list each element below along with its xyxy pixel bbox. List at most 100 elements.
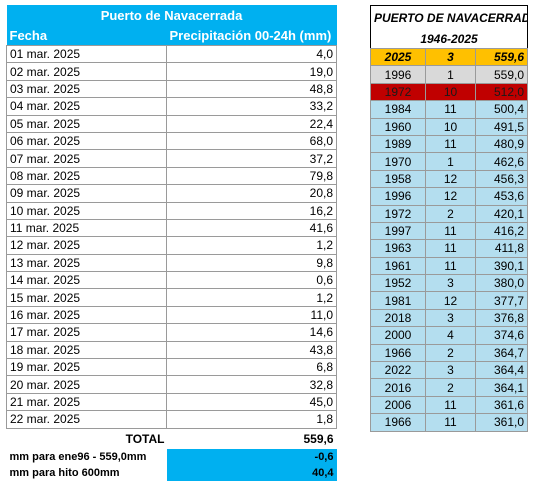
date-cell: 06 mar. 2025 <box>6 131 167 151</box>
value-cell: 380,0 <box>474 274 529 293</box>
ranking-subtitle-row: 1946-2025 <box>371 30 528 49</box>
value-cell: 462,6 <box>474 152 529 171</box>
month-cell: 1 <box>425 65 476 84</box>
table-row: 07 mar. 2025 37,2 <box>6 149 337 168</box>
month-cell: 2 <box>425 343 476 363</box>
month-cell: 12 <box>425 291 476 310</box>
ranking-row: 1981 12 377,7 <box>370 291 529 310</box>
value-cell: 376,8 <box>474 308 529 328</box>
ranking-row: 1972 10 512,0 <box>370 82 529 102</box>
year-cell: 2022 <box>370 361 426 380</box>
value-cell: 361,0 <box>474 413 529 432</box>
date-cell: 12 mar. 2025 <box>6 236 167 255</box>
current-year: 2025 <box>370 47 426 67</box>
table-row: 06 mar. 2025 68,0 <box>6 131 337 151</box>
ranking-row: 1963 11 411,8 <box>370 239 529 258</box>
ranking-row: 1952 3 380,0 <box>370 274 529 293</box>
date-cell: 16 mar. 2025 <box>6 305 167 325</box>
date-cell: 18 mar. 2025 <box>6 340 167 360</box>
year-cell: 1961 <box>370 256 426 276</box>
ranking-title: PUERTO DE NAVACERRADA <box>374 11 528 25</box>
table-row: 20 mar. 2025 32,8 <box>6 375 337 394</box>
month-cell: 3 <box>425 361 476 380</box>
value-cell: 559,0 <box>474 65 529 84</box>
ranking-row: 2006 11 361,6 <box>370 395 529 415</box>
month-cell: 1 <box>425 152 476 171</box>
ranking-title-row: PUERTO DE NAVACERRADA <box>371 6 528 31</box>
date-cell: 13 mar. 2025 <box>6 253 167 273</box>
date-cell: 15 mar. 2025 <box>6 288 167 307</box>
date-cell: 09 mar. 2025 <box>6 184 167 203</box>
month-cell: 11 <box>425 100 476 119</box>
date-cell: 01 mar. 2025 <box>6 44 167 64</box>
year-cell: 2016 <box>370 378 426 397</box>
month-cell: 11 <box>425 134 476 154</box>
date-cell: 21 mar. 2025 <box>6 392 167 412</box>
ranking-table-panel: PUERTO DE NAVACERRADA 1946-2025 2025 3 5… <box>370 5 529 432</box>
date-cell: 22 mar. 2025 <box>6 410 167 429</box>
month-cell: 2 <box>425 204 476 223</box>
summary-row-hito: mm para hito 600mm 40,4 <box>7 464 337 481</box>
ranking-period: 1946-2025 <box>420 32 478 46</box>
total-row: TOTAL 559,6 <box>7 428 337 449</box>
precip-cell: 19,0 <box>166 62 337 81</box>
ranking-table: PUERTO DE NAVACERRADA 1946-2025 2025 3 5… <box>370 5 529 432</box>
value-cell: 374,6 <box>474 326 529 345</box>
year-cell: 1960 <box>370 117 426 136</box>
precip-column-header: Precipitación 00-24h (mm) <box>166 27 337 46</box>
date-cell: 17 mar. 2025 <box>6 323 167 342</box>
year-cell: 1984 <box>370 100 426 119</box>
ranking-row: 2022 3 364,4 <box>370 361 529 380</box>
ranking-row: 1966 2 364,7 <box>370 343 529 363</box>
precip-cell: 1,2 <box>166 288 337 307</box>
value-cell: 364,1 <box>474 378 529 397</box>
date-cell: 05 mar. 2025 <box>6 114 167 133</box>
value-cell: 512,0 <box>474 82 529 102</box>
date-cell: 19 mar. 2025 <box>6 358 167 377</box>
table-row: 10 mar. 2025 16,2 <box>6 201 337 220</box>
ranking-row: 2000 4 374,6 <box>370 326 529 345</box>
year-cell: 1963 <box>370 239 426 258</box>
value-cell: 416,2 <box>474 221 529 241</box>
precip-cell: 43,8 <box>166 340 337 360</box>
month-cell: 11 <box>425 239 476 258</box>
table-row: 11 mar. 2025 41,6 <box>6 218 337 238</box>
month-cell: 3 <box>425 308 476 328</box>
date-cell: 02 mar. 2025 <box>6 62 167 81</box>
summary-value: 40,4 <box>166 464 337 481</box>
date-cell: 03 mar. 2025 <box>6 79 167 99</box>
month-cell: 10 <box>425 82 476 102</box>
table-row: 17 mar. 2025 14,6 <box>6 323 337 342</box>
month-cell: 4 <box>425 326 476 345</box>
precip-cell: 68,0 <box>166 131 337 151</box>
summary-row-ene96: mm para ene96 - 559,0mm -0,6 <box>7 448 337 465</box>
ranking-row: 1958 12 456,3 <box>370 169 529 189</box>
year-cell: 1996 <box>370 187 426 206</box>
precip-cell: 0,6 <box>166 271 337 290</box>
value-cell: 480,9 <box>474 134 529 154</box>
year-cell: 1996 <box>370 65 426 84</box>
year-cell: 1952 <box>370 274 426 293</box>
month-cell: 11 <box>425 413 476 432</box>
ranking-row: 1970 1 462,6 <box>370 152 529 171</box>
summary-label: mm para ene96 - 559,0mm <box>9 450 147 463</box>
month-cell: 11 <box>425 256 476 276</box>
value-cell: 456,3 <box>474 169 529 189</box>
precip-cell: 22,4 <box>166 114 337 133</box>
station-title-row: Puerto de Navacerrada <box>6 5 337 27</box>
station-title: Puerto de Navacerrada <box>6 5 337 27</box>
date-cell: 04 mar. 2025 <box>6 97 167 116</box>
precip-cell: 37,2 <box>166 149 337 168</box>
header-row: Fecha Precipitación 00-24h (mm) <box>6 27 337 46</box>
precip-cell: 14,6 <box>166 323 337 342</box>
year-cell: 1981 <box>370 291 426 310</box>
precip-cell: 45,0 <box>166 392 337 412</box>
total-value: 559,6 <box>303 431 334 446</box>
precip-cell: 20,8 <box>166 184 337 203</box>
precip-cell: 1,2 <box>166 236 337 255</box>
table-row: 03 mar. 2025 48,8 <box>6 79 337 99</box>
year-cell: 2000 <box>370 326 426 345</box>
ranking-row: 2018 3 376,8 <box>370 308 529 328</box>
month-cell: 11 <box>425 395 476 415</box>
year-cell: 1972 <box>370 82 426 102</box>
